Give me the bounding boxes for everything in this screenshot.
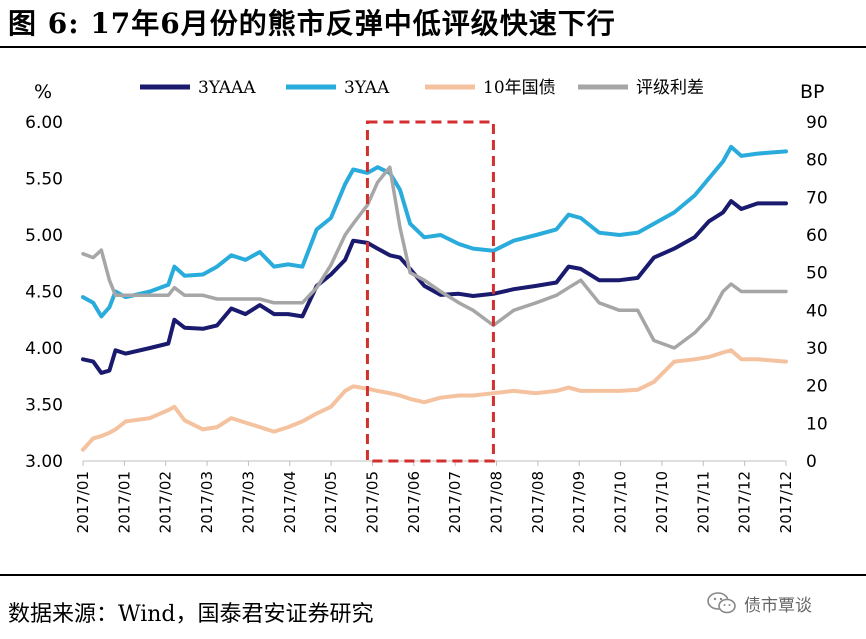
x-tick-label: 2017/08 <box>529 471 547 533</box>
highlight-box <box>365 120 495 463</box>
y-left-tick-label: 3.50 <box>25 396 63 416</box>
x-tick-label: 2017/12 <box>736 471 754 533</box>
legend-label: 3YAAA <box>198 78 256 98</box>
legend-label: 3YAA <box>344 78 390 98</box>
x-tick-label: 2017/03 <box>239 471 257 533</box>
series-line-3YAAA <box>81 199 788 375</box>
y-left-tick-label: 4.50 <box>25 283 63 303</box>
y-right-tick-label: 80 <box>806 151 828 171</box>
y-right-tick-label: 10 <box>806 414 828 434</box>
x-tick-label: 2017/11 <box>694 471 712 533</box>
highlight-layer <box>365 120 495 463</box>
y-left-tick-label: 4.00 <box>25 339 63 359</box>
y-left-tick-label: 3.00 <box>25 452 63 472</box>
x-tick-label: 2017/10 <box>612 471 630 533</box>
y-right-tick-label: 20 <box>806 377 828 397</box>
x-tick-label: 2017/05 <box>363 471 381 533</box>
axis-layer: 6.00 5.50 5.00 4.50 4.00 3.50 3.00 90 80 70 60 50 40… <box>25 81 828 533</box>
x-tick-label: 2017/01 <box>74 471 92 533</box>
x-tick-label: 2017/08 <box>488 471 506 533</box>
y-right-tick-label: 30 <box>806 339 828 359</box>
y-right-tick-label: 90 <box>806 113 828 133</box>
y-right-tick-label: 40 <box>806 301 828 321</box>
x-tick-label: 2017/10 <box>653 471 671 533</box>
y-right-tick-label: 70 <box>806 188 828 208</box>
figure-title: 图 6: 17年6月份的熊市反弹中低评级快速下行 <box>8 7 616 40</box>
x-tick-label: 2017/06 <box>405 471 423 533</box>
y-right-tick-label: 50 <box>806 264 828 284</box>
source-note: 数据来源：Wind，国泰君安证券研究 <box>8 602 374 627</box>
x-tick-label: 2017/01 <box>115 471 133 533</box>
watermark-text: 债市覃谈 <box>744 595 812 616</box>
legend-label: 评级利差 <box>636 78 704 98</box>
y-right-axis-label: BP <box>800 81 825 103</box>
rate-chart: 6.00 5.50 5.00 4.50 4.00 3.50 3.00 90 80 70 60 50 40… <box>25 78 828 533</box>
source-rule <box>0 574 866 576</box>
y-right-tick-label: 60 <box>806 226 828 246</box>
y-right-tick-label: 0 <box>806 452 817 472</box>
y-left-axis-label: % <box>34 81 52 103</box>
x-tick-label: 2017/04 <box>281 471 299 533</box>
series-layer <box>81 144 788 452</box>
series-line-评级利差 <box>81 165 788 350</box>
x-tick-label: 2017/12 <box>777 471 795 533</box>
x-tick-label: 2017/02 <box>157 471 175 533</box>
title-rule <box>0 46 866 48</box>
y-left-tick-label: 6.00 <box>25 113 63 133</box>
series-line-10年国债 <box>81 348 788 452</box>
x-tick-label: 2017/07 <box>446 471 464 533</box>
x-tick-label: 2017/03 <box>198 471 216 533</box>
x-tick-label: 2017/09 <box>570 471 588 533</box>
y-left-tick-label: 5.00 <box>25 226 63 246</box>
watermark: 债市覃谈 <box>706 590 812 616</box>
legend: 3YAAA 3YAA 10年国债 评级利差 <box>140 78 704 98</box>
legend-label: 10年国债 <box>483 78 556 98</box>
x-tick-label: 2017/05 <box>322 471 340 533</box>
y-left-tick-label: 5.50 <box>25 170 63 190</box>
wechat-icon <box>707 592 736 614</box>
